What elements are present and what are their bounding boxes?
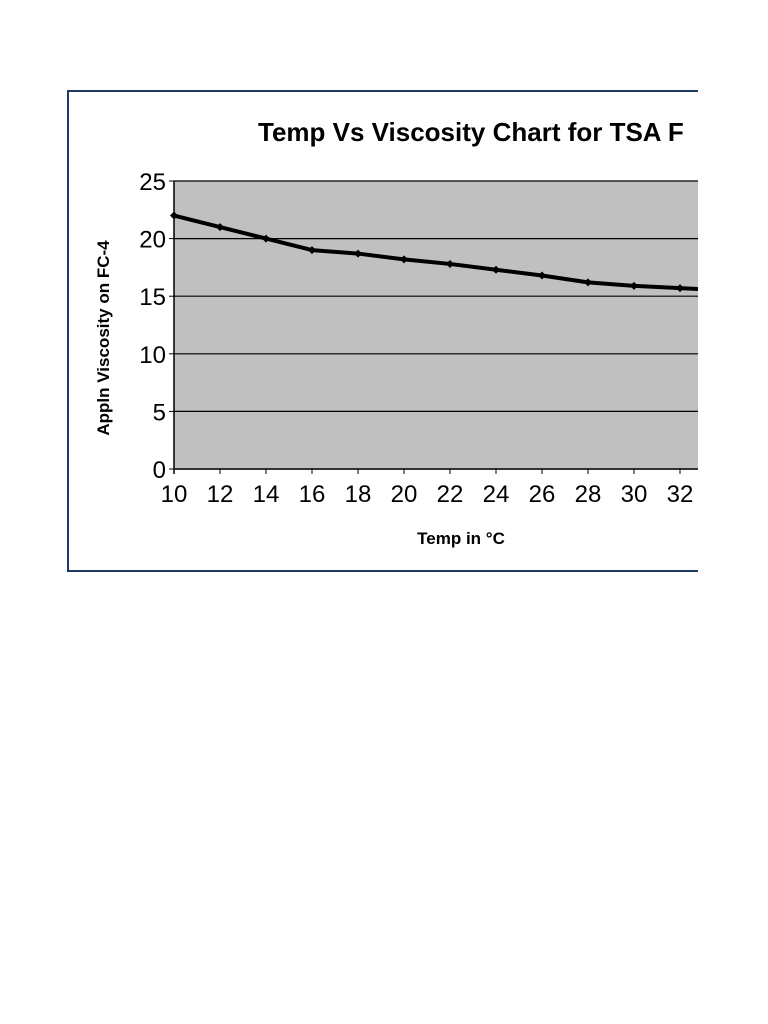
x-axis-label: Temp in °C xyxy=(417,529,505,548)
y-tick-label: 20 xyxy=(139,227,166,254)
x-tick-label: 12 xyxy=(207,481,234,508)
y-tick-label: 5 xyxy=(153,399,166,426)
data-point xyxy=(308,246,316,255)
y-tick-label: 0 xyxy=(153,457,166,484)
x-tick-label: 20 xyxy=(391,481,418,508)
y-axis-label: Appln Viscosity on FC-4 xyxy=(94,240,113,436)
y-tick-label: 10 xyxy=(139,342,166,369)
chart-title: Temp Vs Viscosity Chart for TSA F xyxy=(258,117,684,147)
x-tick-label: 10 xyxy=(161,481,188,508)
x-tick-label: 26 xyxy=(529,481,556,508)
x-tick-label: 22 xyxy=(437,481,464,508)
data-point xyxy=(262,234,270,243)
data-point xyxy=(584,278,592,287)
x-tick-label: 30 xyxy=(621,481,648,508)
data-point xyxy=(354,249,362,258)
x-tick-label: 18 xyxy=(345,481,372,508)
data-point xyxy=(630,281,638,290)
y-tick-label: 15 xyxy=(139,284,166,311)
data-point xyxy=(722,286,730,294)
data-point xyxy=(170,211,178,220)
x-tick-label: 24 xyxy=(483,481,510,508)
data-point xyxy=(216,223,224,232)
x-tick-label: 28 xyxy=(575,481,602,508)
data-point xyxy=(538,271,546,280)
x-tick-label: 32 xyxy=(667,481,694,508)
data-point xyxy=(676,284,684,293)
data-point xyxy=(492,265,500,274)
plot-area xyxy=(174,181,698,469)
data-point xyxy=(446,259,454,268)
data-point xyxy=(400,255,408,264)
x-tick-label: 14 xyxy=(253,481,280,508)
x-tick-label: 16 xyxy=(299,481,326,508)
y-tick-label: 25 xyxy=(139,169,166,196)
